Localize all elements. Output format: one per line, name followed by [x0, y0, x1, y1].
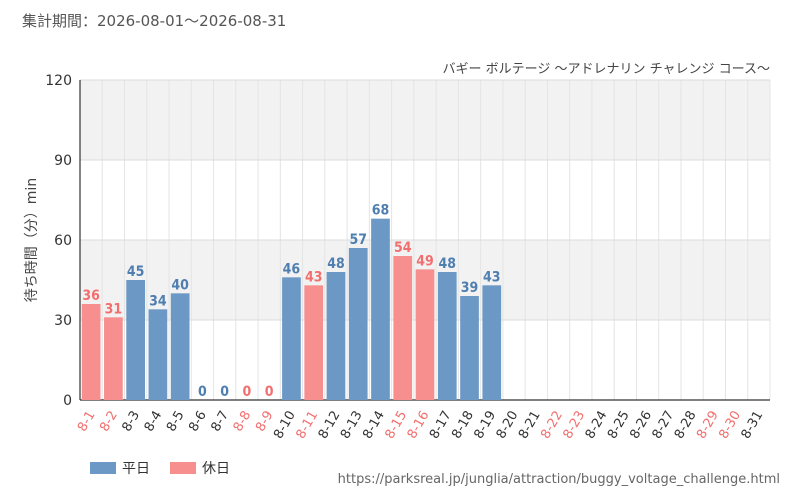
legend-label-weekday: 平日: [122, 461, 150, 477]
bar: [282, 277, 301, 400]
legend-item-weekday: 平日: [90, 458, 150, 478]
data-label: 0: [265, 384, 274, 400]
bar: [104, 317, 123, 400]
x-tick-label: 8-10: [271, 409, 299, 442]
x-tick-label: 8-12: [316, 409, 344, 442]
bar: [460, 296, 479, 400]
data-label: 39: [461, 280, 479, 296]
data-label: 0: [220, 384, 229, 400]
x-tick-label: 8-16: [405, 409, 433, 442]
bar: [148, 309, 168, 400]
bar: [304, 285, 324, 400]
y-tick-label: 0: [63, 393, 72, 409]
x-tick-label: 8-27: [650, 409, 678, 442]
data-label: 40: [171, 277, 189, 293]
x-tick-label: 8-11: [293, 409, 321, 442]
grid-band: [80, 80, 770, 160]
x-tick-label: 8-25: [605, 409, 633, 442]
x-tick-label: 8-15: [382, 409, 410, 442]
bar: [126, 280, 145, 400]
data-label: 43: [305, 269, 323, 285]
x-tick-label: 8-1: [75, 409, 99, 435]
data-label: 49: [416, 253, 434, 269]
legend-swatch-weekday: [90, 462, 116, 474]
bar: [482, 285, 502, 400]
x-tick-label: 8-26: [627, 409, 655, 442]
data-label: 36: [82, 288, 100, 304]
x-tick-label: 8-7: [209, 409, 233, 435]
period-label: 集計期間：2026-08-01～2026-08-31: [22, 12, 287, 30]
data-label: 48: [438, 256, 456, 272]
data-label: 34: [149, 293, 167, 309]
data-label: 46: [283, 261, 301, 277]
data-label: 0: [198, 384, 207, 400]
x-tick-label: 8-19: [471, 408, 499, 441]
x-tick-label: 8-22: [538, 409, 566, 442]
y-tick-label: 60: [54, 233, 72, 249]
bar: [415, 269, 435, 400]
y-tick-label: 90: [54, 153, 72, 169]
legend: 平日 休日: [90, 458, 230, 478]
x-tick-label: 8-6: [186, 409, 210, 435]
data-label: 57: [349, 232, 367, 248]
x-tick-label: 8-3: [120, 409, 144, 435]
chart-title: バギー ボルテージ ～アドレナリン チャレンジ コース～: [442, 62, 771, 77]
x-tick-label: 8-5: [164, 409, 188, 435]
x-tick-label: 8-24: [583, 409, 611, 442]
data-label: 31: [105, 301, 123, 317]
x-tick-label: 8-17: [427, 409, 455, 442]
x-tick-label: 8-31: [739, 409, 767, 442]
x-tick-label: 8-14: [360, 409, 388, 442]
x-tick-label: 8-18: [449, 409, 477, 442]
x-tick-label: 8-23: [561, 409, 589, 442]
source-url[interactable]: https://parksreal.jp/junglia/attraction/…: [337, 472, 780, 487]
x-tick-label: 8-21: [516, 409, 544, 442]
x-tick-label: 8-13: [338, 409, 366, 442]
bar: [326, 272, 346, 400]
legend-label-holiday: 休日: [202, 461, 230, 477]
legend-item-holiday: 休日: [170, 458, 230, 478]
data-label: 54: [394, 240, 412, 256]
y-tick-label: 30: [54, 313, 72, 329]
bar: [170, 293, 190, 400]
x-tick-label: 8-4: [142, 409, 166, 435]
y-tick-label: 120: [45, 73, 72, 89]
x-tick-label: 8-28: [672, 409, 700, 442]
data-label: 68: [372, 203, 390, 219]
bar: [393, 256, 413, 400]
bar: [371, 218, 390, 400]
x-tick-label: 8-8: [231, 409, 255, 435]
data-label: 45: [127, 264, 145, 280]
bar: [81, 304, 101, 400]
bar: [348, 248, 368, 400]
bar: [437, 272, 457, 400]
x-tick-label: 8-30: [716, 409, 744, 442]
x-tick-label: 8-2: [97, 409, 121, 435]
x-tick-label: 8-29: [694, 409, 722, 442]
legend-swatch-holiday: [170, 462, 196, 474]
data-label: 43: [483, 269, 501, 285]
y-axis-label: 待ち時間（分）min: [24, 178, 40, 302]
data-label: 0: [243, 384, 252, 400]
x-tick-label: 8-20: [494, 409, 522, 442]
data-label: 48: [327, 256, 345, 272]
